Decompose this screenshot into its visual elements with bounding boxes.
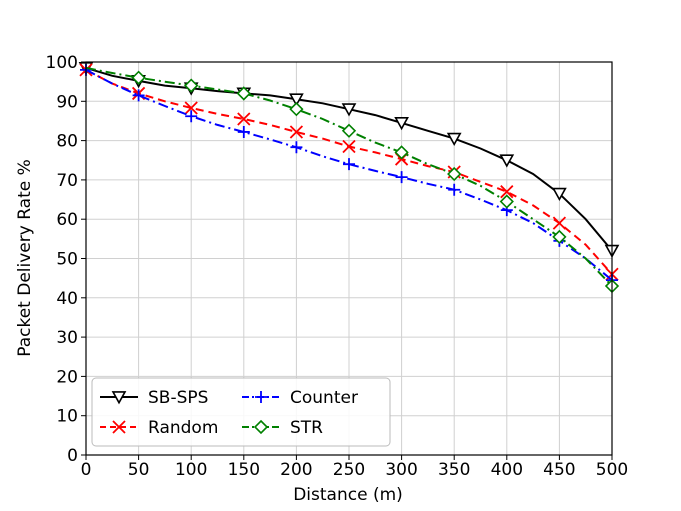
data-point-marker xyxy=(447,166,462,182)
data-point-marker xyxy=(552,187,567,202)
x-tick-label: 100 xyxy=(175,460,207,480)
data-point-marker xyxy=(500,185,514,199)
data-point-marker xyxy=(237,125,250,138)
ticks: 0 50 100 150 200 250 300 350 400 450 500 0 10 20 30 40 5… xyxy=(46,53,629,480)
data-point-marker xyxy=(446,132,462,146)
y-axis-label: Packet Delivery Rate % xyxy=(15,159,35,357)
y-tick-label: 20 xyxy=(56,367,78,387)
legend-label: STR xyxy=(290,418,323,438)
data-point-marker xyxy=(290,141,303,154)
legend-marker xyxy=(253,419,269,435)
data-point-marker xyxy=(236,86,251,101)
legend-marker xyxy=(255,391,267,403)
data-point-marker xyxy=(394,117,409,131)
x-axis-label: Distance (m) xyxy=(293,485,403,505)
data-point-marker xyxy=(394,145,409,160)
data-point-marker xyxy=(237,112,251,126)
y-tick-label: 0 xyxy=(67,446,78,466)
series-layer xyxy=(78,61,620,294)
legend-label: Random xyxy=(148,418,218,438)
data-point-marker xyxy=(131,70,146,85)
x-tick-label: 250 xyxy=(333,460,365,480)
data-point-marker xyxy=(341,103,357,117)
data-point-marker xyxy=(289,102,304,117)
legend-box xyxy=(91,377,391,447)
x-tick-label: 350 xyxy=(438,460,470,480)
y-tick-label: 60 xyxy=(56,210,78,230)
data-point-marker xyxy=(342,139,356,154)
x-tick-label: 200 xyxy=(280,460,312,480)
data-point-marker xyxy=(552,229,567,245)
legend-label: Counter xyxy=(290,388,358,408)
data-point-marker xyxy=(132,89,145,102)
data-point-marker xyxy=(341,123,357,138)
x-tick-label: 300 xyxy=(385,460,417,480)
data-point-marker xyxy=(395,171,408,184)
x-tick-label: 50 xyxy=(128,460,150,480)
data-point-marker xyxy=(185,110,198,123)
legend: SB-SPS Random Counter STR xyxy=(91,377,391,447)
x-tick-label: 0 xyxy=(81,460,92,480)
series-str xyxy=(85,66,620,294)
legend-label: SB-SPS xyxy=(148,388,208,408)
y-tick-label: 80 xyxy=(56,132,78,152)
data-point-marker xyxy=(499,194,514,209)
x-tick-label: 150 xyxy=(228,460,260,480)
y-tick-label: 90 xyxy=(56,92,78,112)
legend-entry: Counter xyxy=(242,388,358,408)
data-point-marker xyxy=(552,216,567,230)
x-tick-label: 400 xyxy=(491,460,523,480)
data-point-marker xyxy=(184,101,198,115)
data-point-marker xyxy=(184,78,199,93)
data-point-marker xyxy=(289,125,304,139)
data-point-marker xyxy=(448,183,461,196)
x-tick-label: 450 xyxy=(543,460,575,480)
y-tick-label: 70 xyxy=(56,171,78,191)
legend-entry: SB-SPS xyxy=(100,388,208,408)
data-point-marker xyxy=(499,154,515,168)
y-tick-label: 50 xyxy=(56,250,78,270)
y-tick-label: 40 xyxy=(56,289,78,309)
y-tick-label: 100 xyxy=(46,53,78,73)
legend-marker xyxy=(112,420,126,434)
series-line xyxy=(85,66,613,287)
y-tick-label: 30 xyxy=(56,328,78,348)
x-tick-label: 500 xyxy=(596,460,628,480)
data-point-marker xyxy=(343,158,355,171)
legend-entry: STR xyxy=(242,418,323,438)
y-tick-label: 10 xyxy=(56,407,78,427)
data-point-marker xyxy=(289,93,304,107)
legend-marker xyxy=(111,391,127,405)
legend-entry: Random xyxy=(100,418,218,438)
